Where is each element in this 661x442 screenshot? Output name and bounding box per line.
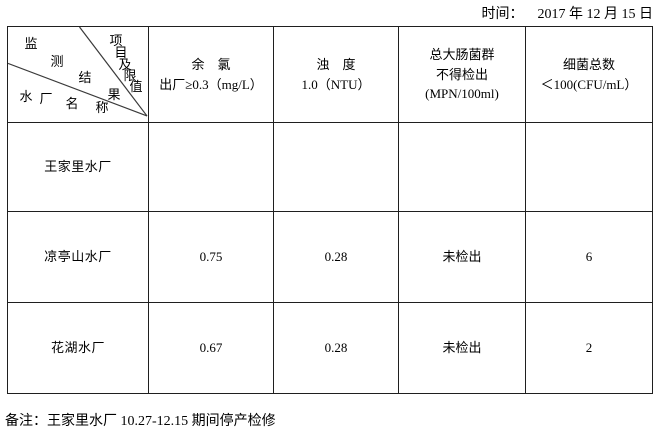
header-cell-residual-chlorine: 余 氯 出厂≥0.3（mg/L）	[148, 26, 274, 123]
cell-total-bacteria: 2	[525, 302, 653, 394]
column-title: 浊 度	[316, 57, 356, 72]
table-row-liangtingshan: 凉亭山水厂 0.75 0.28 未检出 6	[7, 211, 653, 303]
plant-name: 凉亭山水厂	[7, 211, 149, 303]
cell-residual-chlorine: 0.75	[148, 211, 274, 303]
table-row-wangjiali: 王家里水厂	[7, 122, 653, 212]
cell-residual-chlorine	[148, 122, 274, 212]
corner-plant-char: 水	[19, 89, 33, 104]
corner-monitor-char: 测	[50, 54, 64, 69]
cell-total-coliform: 未检出	[398, 211, 526, 303]
header-cell-total-coliform: 总大肠菌群 不得检出 (MPN/100ml)	[398, 26, 526, 123]
column-title: 余 氯	[191, 57, 231, 72]
corner-plant-char: 名	[65, 96, 79, 111]
column-title: 总大肠菌群	[429, 47, 495, 63]
corner-item-char: 限	[123, 68, 137, 83]
cell-total-coliform: 未检出	[398, 302, 526, 394]
column-unit: (MPN/100ml)	[425, 86, 499, 102]
time-label: 时间：	[481, 7, 524, 22]
cell-total-coliform	[398, 122, 526, 212]
cell-residual-chlorine: 0.67	[148, 302, 274, 394]
column-limit: ＜100(CFU/mL）	[540, 76, 638, 92]
header-row: 监 测 结 果 项 目 及 限 值 水 厂 名 称 余 氯 出厂≥0.3（mg/…	[7, 26, 653, 123]
diagonal-line-top	[79, 27, 148, 117]
column-title: 细菌总数	[562, 57, 615, 72]
corner-plant-char: 厂	[39, 91, 53, 106]
cell-total-bacteria: 6	[525, 211, 653, 303]
cell-turbidity: 0.28	[273, 302, 399, 394]
cell-total-bacteria	[525, 122, 653, 212]
plant-name: 花湖水厂	[7, 302, 149, 394]
corner-item-char: 项	[109, 33, 123, 48]
diagonal-line-bottom	[8, 62, 148, 117]
header-cell-turbidity: 浊 度 1.0（NTU）	[273, 26, 399, 123]
corner-monitor-char: 果	[107, 87, 121, 102]
column-limit: 出厂≥0.3（mg/L）	[159, 76, 263, 92]
cell-turbidity	[273, 122, 399, 212]
corner-item-char: 目	[114, 45, 128, 60]
diagonal-lines	[8, 27, 148, 117]
water-quality-table: 监 测 结 果 项 目 及 限 值 水 厂 名 称 余 氯 出厂≥0.3（mg/…	[7, 26, 653, 394]
corner-header-cell: 监 测 结 果 项 目 及 限 值 水 厂 名 称	[7, 26, 149, 123]
corner-monitor-char: 监	[24, 36, 38, 51]
report-time: 时间： 2017 年 12 月 15 日	[482, 3, 654, 23]
plant-name: 王家里水厂	[7, 122, 149, 212]
corner-plant-char: 称	[95, 100, 109, 115]
cell-turbidity: 0.28	[273, 211, 399, 303]
column-limit: 不得检出	[435, 66, 488, 82]
time-value: 2017 年 12 月 15 日	[537, 7, 654, 22]
table-row-huahu: 花湖水厂 0.67 0.28 未检出 2	[7, 302, 653, 394]
corner-monitor-char: 结	[78, 70, 92, 85]
header-cell-total-bacteria: 细菌总数 ＜100(CFU/mL）	[525, 26, 653, 123]
footnote: 备注：王家里水厂 10.27-12.15 期间停产检修	[5, 414, 276, 429]
column-limit: 1.0（NTU）	[301, 76, 371, 92]
corner-item-char: 值	[129, 79, 143, 94]
corner-item-char: 及	[118, 57, 132, 72]
